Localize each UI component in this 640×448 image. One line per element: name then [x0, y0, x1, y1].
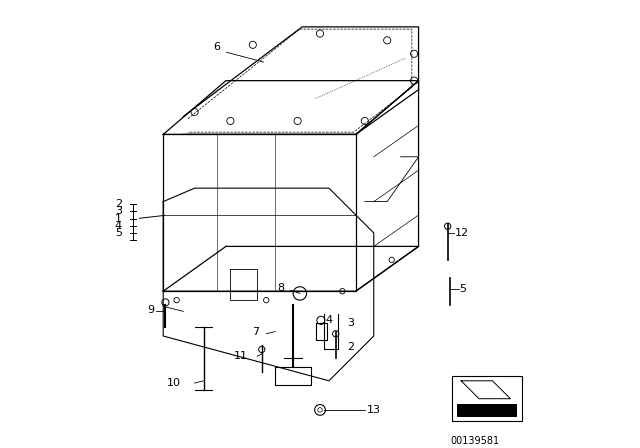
Text: 6: 6 [214, 42, 220, 52]
Text: 1: 1 [115, 214, 122, 224]
Text: 7: 7 [252, 327, 260, 336]
Text: 2: 2 [115, 199, 122, 209]
Text: 11: 11 [234, 351, 248, 361]
Text: 4: 4 [115, 221, 122, 231]
Text: 9: 9 [147, 305, 154, 315]
Text: 12: 12 [454, 228, 468, 238]
Text: 3: 3 [115, 206, 122, 215]
Text: 4: 4 [325, 315, 333, 325]
Text: 2: 2 [347, 342, 354, 352]
Text: 5: 5 [115, 228, 122, 238]
Text: 5: 5 [459, 284, 466, 294]
Text: 10: 10 [167, 378, 181, 388]
Text: 3: 3 [347, 318, 354, 327]
Text: 8: 8 [277, 283, 284, 293]
Text: 13: 13 [367, 405, 381, 415]
Bar [457, 404, 517, 417]
Text: 00139581: 00139581 [450, 436, 499, 446]
Bar [452, 376, 522, 421]
